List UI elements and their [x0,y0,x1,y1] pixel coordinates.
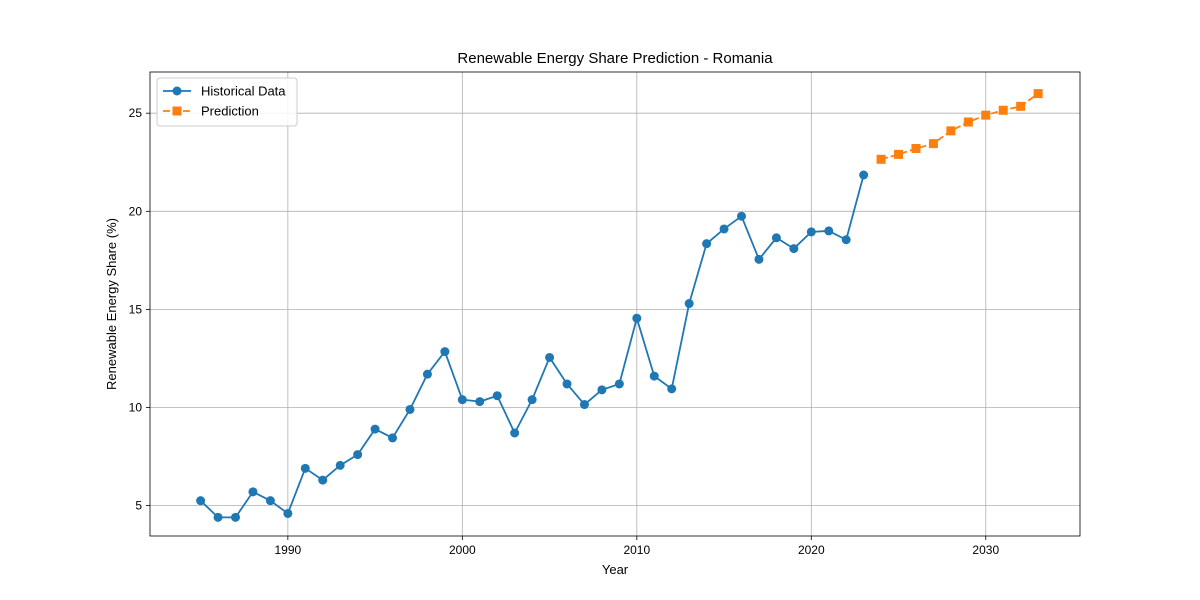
data-point [213,512,223,522]
series-layer [196,89,1043,522]
data-point [527,395,537,405]
data-point [894,149,904,159]
data-point [876,154,886,164]
data-point [928,139,938,149]
grid [150,72,1080,536]
data-point [230,512,240,522]
data-point [335,460,345,470]
legend: Historical Data Prediction [156,77,298,127]
data-point [422,369,432,379]
series-1 [876,89,1043,164]
series-line [880,92,1039,161]
chart-title: Renewable Energy Share Prediction - Roma… [457,50,773,67]
y-tick-label: 5 [135,499,142,513]
data-point [946,126,956,136]
data-point [667,384,677,394]
data-point [248,487,258,497]
data-point [457,395,467,405]
data-point [824,226,834,236]
legend-box [156,77,298,127]
y-axis-label: Renewable Energy Share (%) [104,218,119,390]
legend-item: Prediction [163,104,259,119]
data-point [405,404,415,414]
y-tick-label: 20 [129,204,143,218]
data-point [353,450,363,460]
data-point [632,313,642,323]
x-tick-label: 2030 [972,543,999,557]
data-point [981,110,991,120]
plot-frame [149,71,1081,537]
data-point [475,397,485,407]
series-0 [196,170,869,522]
data-point [300,463,310,473]
data-point [597,385,607,395]
data-point [684,299,694,309]
data-point [737,211,747,221]
legend-item: Historical Data [163,84,286,99]
data-point [510,428,520,438]
data-point [1033,89,1043,99]
legend-label: Historical Data [201,84,286,99]
data-point [388,433,398,443]
series-line [199,174,865,519]
legend-marker [172,86,182,96]
data-point [562,379,572,389]
data-point [841,235,851,245]
data-point [265,496,275,506]
data-point [1016,101,1026,111]
data-point [963,117,973,127]
data-point [649,371,659,381]
data-point [859,170,869,180]
data-point [614,379,624,389]
x-tick-label: 1990 [274,543,301,557]
data-point [440,347,450,357]
data-point [719,224,729,234]
data-point [702,239,712,249]
data-point [789,244,799,254]
y-tick-label: 10 [129,400,143,414]
data-point [492,391,502,401]
data-point [579,400,589,410]
y-tick-label: 15 [129,302,143,316]
data-point [911,144,921,154]
data-point [545,352,555,362]
data-point [806,227,816,237]
data-point [283,508,293,518]
x-axis-label: Year [602,562,629,577]
legend-label: Prediction [201,104,259,119]
axes: 1990 2000 2010 2020 2030 5 10 15 20 25 [129,71,1081,557]
data-point [754,254,764,264]
data-point [318,475,328,485]
data-point [196,496,206,506]
y-tick-label: 25 [129,106,143,120]
x-tick-label: 2010 [623,543,650,557]
x-tick-label: 2020 [798,543,825,557]
data-point [771,233,781,243]
legend-marker [172,106,182,116]
data-point [998,105,1008,115]
data-point [370,424,380,434]
x-tick-label: 2000 [449,543,476,557]
